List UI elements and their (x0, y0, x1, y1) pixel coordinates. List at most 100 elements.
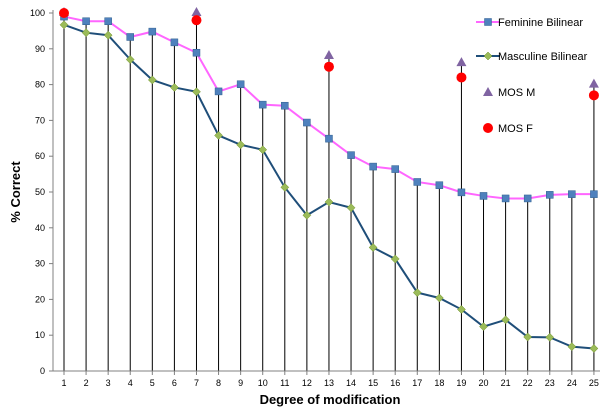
x-tick-label: 13 (324, 378, 334, 388)
y-tick-labels: 0 10 20 30 40 50 60 70 80 90 100 (30, 8, 45, 376)
feminine-bilinear-point (435, 181, 444, 189)
masculine-bilinear-point (390, 254, 400, 264)
x-tick-label: 17 (412, 378, 422, 388)
y-tick-label: 80 (35, 80, 45, 90)
masculine-bilinear-point (545, 332, 555, 342)
feminine-bilinear-point (546, 191, 554, 199)
legend-marker-mos-f (483, 123, 493, 133)
feminine-bilinear-point (170, 38, 179, 47)
feminine-bilinear-point (590, 190, 598, 198)
x-tick-label: 25 (589, 378, 599, 388)
masculine-bilinear-point (324, 197, 334, 207)
feminine-bilinear-point (192, 48, 201, 57)
feminine-bilinear-point (281, 101, 289, 110)
feminine-bilinear-point (391, 165, 399, 173)
y-tick-label: 60 (35, 151, 45, 161)
x-tick-label: 1 (61, 378, 66, 388)
feminine-bilinear-point (82, 17, 90, 25)
masculine-bilinear-point (589, 344, 599, 353)
masculine-bilinear-point (457, 305, 466, 314)
x-tick-label: 21 (501, 378, 511, 388)
x-tick-label: 15 (368, 378, 378, 388)
masculine-bilinear-point (236, 140, 245, 150)
masculine-bilinear-point (170, 83, 179, 92)
legend-label: MOS M (498, 87, 535, 99)
legend-label: MOS F (498, 123, 533, 135)
masculine-bilinear-point (368, 243, 378, 252)
x-tick-label: 10 (258, 378, 268, 388)
masculine-bilinear-point (280, 182, 290, 192)
masculine-bilinear-point (523, 332, 533, 342)
masculine-bilinear-point (501, 315, 510, 325)
masculine-bilinear-point (346, 203, 356, 213)
feminine-bilinear-point (303, 118, 311, 127)
legend-marker-masculine (483, 51, 493, 61)
mos-f-point (59, 8, 69, 18)
x-tick-label: 9 (238, 378, 243, 388)
feminine-bilinear-point (523, 194, 532, 203)
x-tick-label: 16 (390, 378, 400, 388)
x-tick-label: 3 (106, 378, 111, 388)
masculine-bilinear-point (81, 28, 91, 38)
feminine-bilinear-point (568, 190, 576, 198)
mos-f-point (456, 72, 467, 83)
x-tick-labels: 1 2 3 4 5 6 7 8 9 10 11 12 13 14 15 16 17 18 19 20 21 22 23 24 2… (61, 378, 598, 388)
x-tick-label: 12 (302, 378, 312, 388)
x-tick-label: 6 (172, 378, 177, 388)
mos-m-point (323, 49, 334, 59)
mos-f-point (588, 90, 599, 101)
feminine-bilinear-point (369, 162, 377, 171)
y-tick-label: 0 (40, 366, 45, 376)
mos-m-point (456, 57, 467, 67)
x-tick-label: 19 (456, 378, 466, 388)
x-tick-label: 4 (128, 378, 133, 388)
legend-label: Masculine Bilinear (498, 51, 588, 63)
y-tick-label: 90 (35, 44, 45, 54)
masculine-bilinear-point (103, 30, 113, 40)
y-tick-label: 70 (35, 115, 45, 125)
axes (49, 10, 600, 375)
feminine-bilinear-point (126, 33, 134, 41)
masculine-bilinear-point (125, 55, 135, 64)
masculine-bilinear-point (59, 20, 69, 30)
feminine-bilinear-point (479, 192, 488, 200)
feminine-bilinear-point (148, 27, 157, 36)
y-tick-label: 30 (35, 259, 45, 269)
y-tick-label: 10 (35, 330, 45, 340)
y-tick-label: 20 (35, 294, 45, 304)
plot-area (59, 7, 599, 353)
x-tick-label: 23 (545, 378, 555, 388)
x-tick-label: 24 (567, 378, 577, 388)
y-tick-label: 40 (35, 223, 45, 233)
feminine-bilinear-point (104, 17, 112, 25)
x-tick-label: 5 (150, 378, 155, 388)
feminine-bilinear-point (501, 194, 510, 203)
masculine-bilinear-point (479, 322, 488, 331)
feminine-bilinear-point (258, 100, 267, 109)
feminine-bilinear-point (325, 134, 333, 143)
x-tick-label: 11 (280, 378, 289, 388)
y-tick-label: 100 (30, 8, 45, 18)
x-tick-label: 2 (84, 378, 89, 388)
x-tick-label: 22 (523, 378, 533, 388)
legend-label: Feminine Bilinear (498, 17, 583, 29)
feminine-bilinear-point (457, 188, 466, 197)
x-tick-label: 20 (479, 378, 489, 388)
drop-lines (63, 13, 595, 371)
masculine-bilinear-point (192, 87, 201, 97)
legend-marker-mos-m (483, 87, 493, 96)
masculine-bilinear-point (435, 293, 444, 303)
feminine-bilinear-point (214, 87, 223, 96)
masculine-bilinear-point (214, 131, 223, 140)
masculine-bilinear-point (567, 342, 577, 352)
masculine-bilinear-point (258, 145, 268, 155)
x-axis-title: Degree of modification (260, 392, 401, 407)
masculine-bilinear-point (147, 75, 157, 85)
legend: Feminine Bilinear Masculine Bilinear MOS M… (476, 17, 588, 135)
y-axis-title: % Correct (8, 161, 23, 223)
x-tick-label: 8 (216, 378, 221, 388)
mos-f-point (323, 61, 334, 72)
legend-marker-feminine (484, 18, 492, 26)
masculine-bilinear-point (302, 210, 312, 220)
mos-m-point (588, 78, 599, 88)
